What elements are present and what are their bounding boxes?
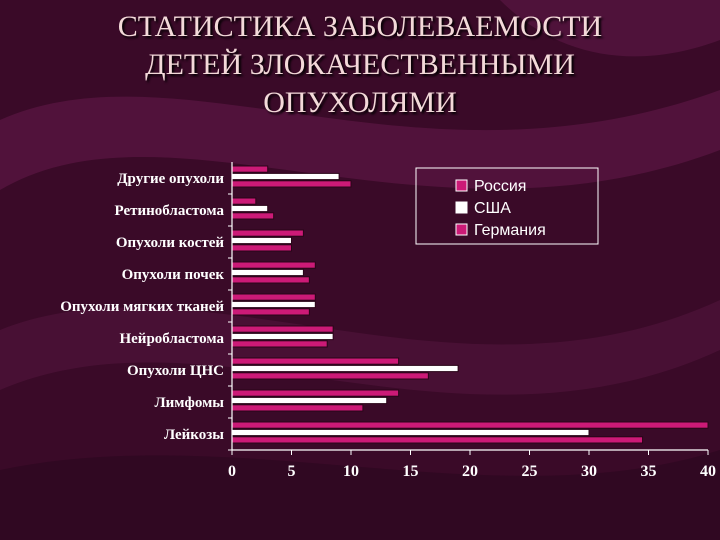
- x-tick-label: 20: [462, 463, 478, 480]
- bar-россия-2: [231, 197, 257, 205]
- bar-сша-4: [231, 268, 304, 277]
- bar-германия-4: [231, 276, 310, 284]
- legend-swatch-3: [455, 223, 468, 236]
- category-label: Нейробластома: [119, 331, 224, 347]
- legend-label-1: Россия: [474, 178, 526, 195]
- title-line-2: ДЕТЕЙ ЗЛОКАЧЕСТВЕННЫМИ: [145, 48, 575, 81]
- bar-германия-6: [231, 340, 328, 348]
- bar-сша-7: [231, 364, 459, 373]
- bar-россия-4: [231, 261, 316, 269]
- bar-германия-1: [231, 180, 352, 188]
- x-tick-label: 10: [343, 463, 359, 480]
- legend-label-2: США: [474, 200, 511, 217]
- bar-сша-1: [231, 172, 340, 181]
- category-label: Опухоли почек: [122, 267, 225, 283]
- x-tick-label: 15: [403, 463, 419, 480]
- x-tick-label: 35: [641, 463, 657, 480]
- x-tick-label: 5: [288, 463, 296, 480]
- category-label: Опухоли мягких тканей: [60, 299, 224, 315]
- bar-сша-9: [231, 428, 590, 437]
- slide-title: СТАТИСТИКА ЗАБОЛЕВАЕМОСТИ ДЕТЕЙ ЗЛОКАЧЕС…: [0, 8, 720, 122]
- category-label: Опухоли костей: [116, 235, 224, 251]
- x-tick-label: 40: [700, 463, 716, 480]
- bar-германия-5: [231, 308, 310, 316]
- bar-россия-1: [231, 165, 269, 173]
- bar-сша-5: [231, 300, 316, 309]
- category-label: Лейкозы: [164, 427, 224, 443]
- bar-германия-8: [231, 404, 364, 412]
- legend-swatch-2: [455, 201, 468, 214]
- bar-германия-2: [231, 212, 275, 220]
- bar-сша-3: [231, 236, 292, 245]
- bar-россия-9: [231, 421, 709, 429]
- category-label: Ретинобластома: [115, 203, 225, 219]
- legend-label-3: Германия: [474, 222, 546, 239]
- bar-россия-6: [231, 325, 334, 333]
- x-tick-label: 0: [228, 463, 236, 480]
- bar-сша-2: [231, 204, 269, 213]
- bar-chart: Другие опухоли Ретинобластома Опухоли кост…: [60, 162, 716, 480]
- category-label: Опухоли ЦНС: [127, 363, 224, 379]
- title-line-3: ОПУХОЛЯМИ: [263, 86, 457, 119]
- bar-россия-7: [231, 357, 400, 365]
- bar-россия-5: [231, 293, 316, 301]
- bar-россия-3: [231, 229, 304, 237]
- title-line-1: СТАТИСТИКА ЗАБОЛЕВАЕМОСТИ: [117, 10, 603, 43]
- category-label: Другие опухоли: [117, 171, 224, 187]
- bar-германия-3: [231, 244, 292, 252]
- bar-германия-7: [231, 372, 429, 380]
- bar-россия-8: [231, 389, 400, 397]
- x-tick-label: 25: [522, 463, 538, 480]
- bar-германия-9: [231, 436, 644, 444]
- legend-box: [415, 167, 599, 245]
- bar-сша-8: [231, 396, 388, 405]
- x-tick-label: 30: [581, 463, 597, 480]
- legend-swatch-1: [455, 179, 468, 192]
- category-label: Лимфомы: [154, 395, 224, 411]
- bar-сша-6: [231, 332, 334, 341]
